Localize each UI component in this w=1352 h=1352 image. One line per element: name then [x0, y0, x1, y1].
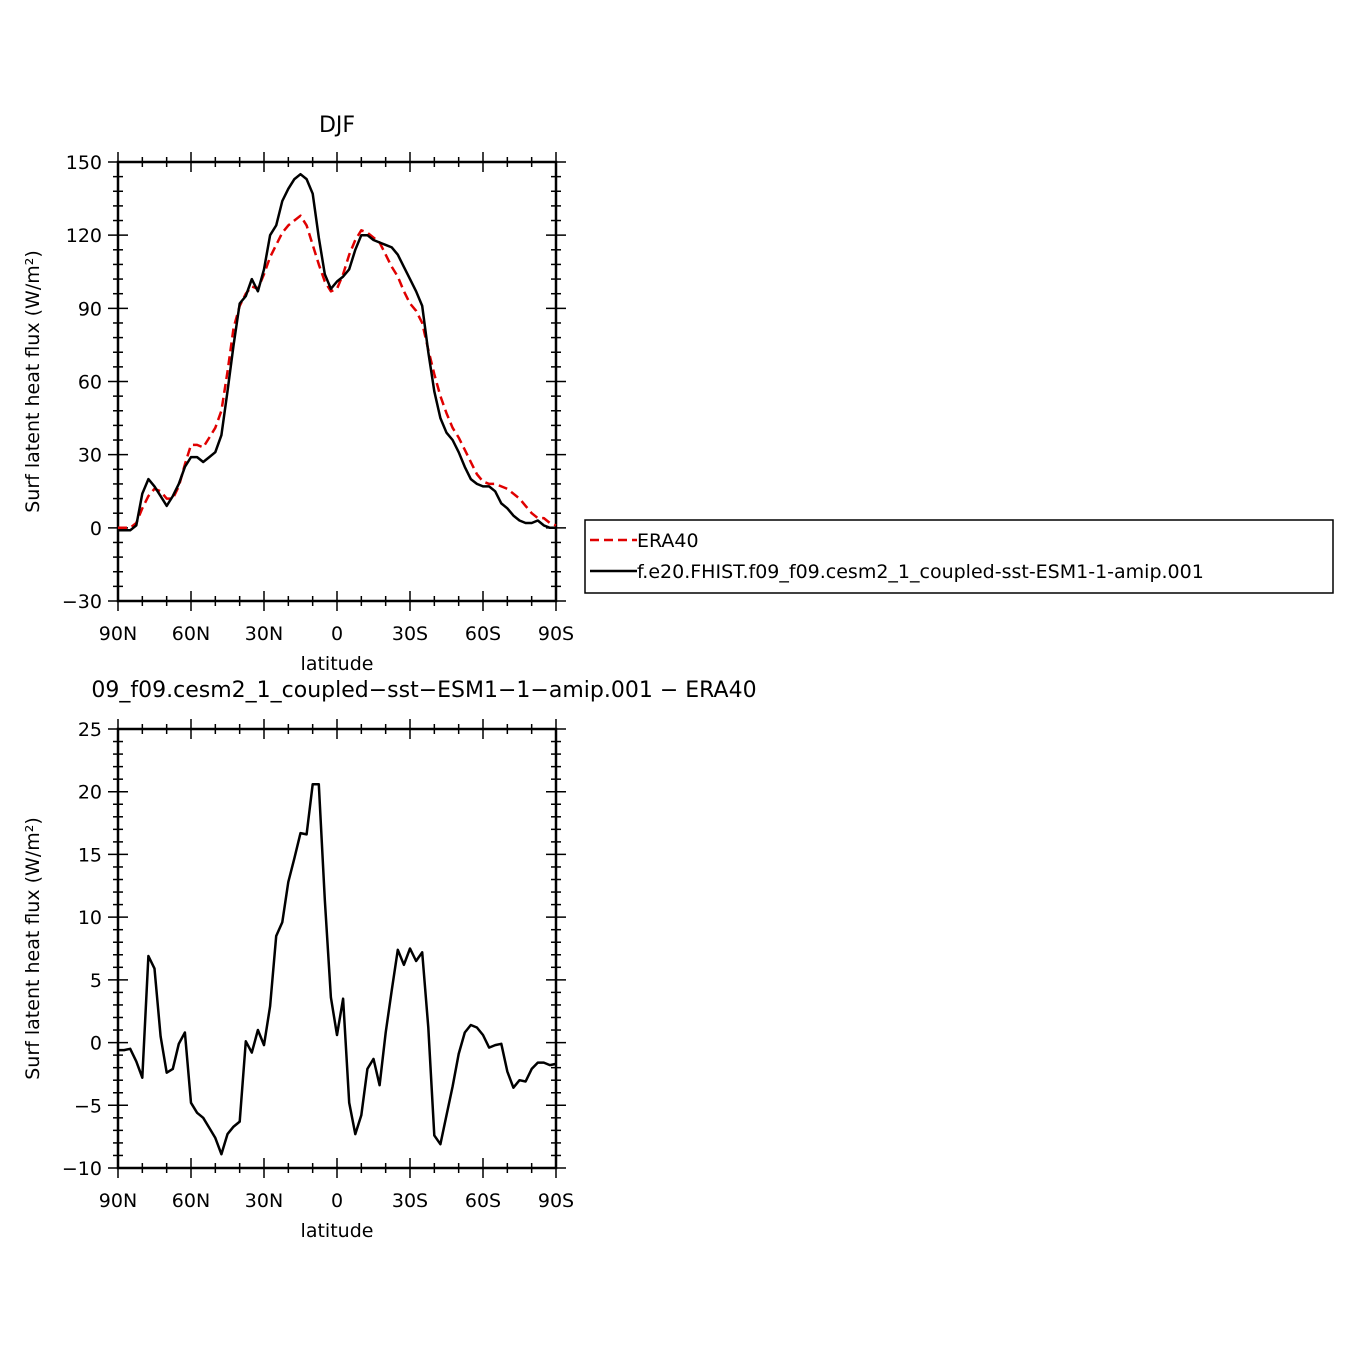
y-axis-label: Surf latent heat flux (W/m²): [22, 250, 44, 513]
y-tick-label: 90: [78, 298, 102, 320]
series-line-2: [118, 172, 556, 532]
legend-box: [584, 519, 1334, 594]
chart-2: 09_f09.cesm2_1_coupled−sst−ESM1−1−amip.0…: [22, 678, 757, 1242]
y-tick-label: 5: [90, 970, 102, 992]
x-axis-label: latitude: [301, 653, 374, 675]
legend: ERA40 f.e20.FHIST.f09_f09.cesm2_1_coupled…: [584, 519, 1334, 594]
y-tick-label: −10: [62, 1158, 102, 1180]
x-tick-label: 90S: [538, 623, 574, 645]
y-axis-label: Surf latent heat flux (W/m²): [22, 817, 44, 1080]
series-line-1: [118, 214, 557, 530]
x-tick-label: 60N: [172, 623, 210, 645]
x-tick-label: 60S: [465, 1190, 501, 1212]
legend-label-1: ERA40: [637, 530, 699, 552]
x-tick-label: 30S: [392, 1190, 428, 1212]
chart-1: DJF −30 0 30 60 90 120 150 90N 60N 30N 0 30S 60S 90S la…: [22, 113, 1334, 675]
x-tick-label: 90S: [538, 1190, 574, 1212]
legend-label-2: f.e20.FHIST.f09_f09.cesm2_1_coupled-sst-…: [637, 561, 1204, 583]
y-tick-label: 10: [78, 907, 102, 929]
y-tick-label: 0: [90, 518, 102, 540]
x-tick-label: 30N: [245, 1190, 283, 1212]
x-tick-label: 90N: [99, 623, 137, 645]
x-tick-label: 0: [331, 1190, 343, 1212]
x-tick-label: 90N: [99, 1190, 137, 1212]
x-tick-label: 60N: [172, 1190, 210, 1212]
y-tick-label: 0: [90, 1033, 102, 1055]
chart-title: 09_f09.cesm2_1_coupled−sst−ESM1−1−amip.0…: [91, 678, 756, 703]
y-tick-label: 15: [78, 844, 102, 866]
x-tick-label: 0: [331, 623, 343, 645]
plot-frame: [116, 160, 558, 603]
y-tick-label: 120: [66, 225, 102, 247]
x-tick-label: 30S: [392, 623, 428, 645]
y-tick-label: 150: [66, 152, 102, 174]
y-tick-label: 30: [78, 445, 102, 467]
y-tick-label: −5: [74, 1095, 102, 1117]
series-line-1: [118, 782, 557, 1156]
y-tick-label: 60: [78, 372, 102, 394]
chart-title: DJF: [319, 113, 355, 138]
x-tick-label: 30N: [245, 623, 283, 645]
plot-frame: [116, 727, 558, 1170]
y-tick-label: 20: [78, 782, 102, 804]
x-tick-label: 60S: [465, 623, 501, 645]
y-tick-label: −30: [62, 591, 102, 613]
x-axis-label: latitude: [301, 1220, 374, 1242]
y-tick-label: 25: [78, 719, 102, 741]
